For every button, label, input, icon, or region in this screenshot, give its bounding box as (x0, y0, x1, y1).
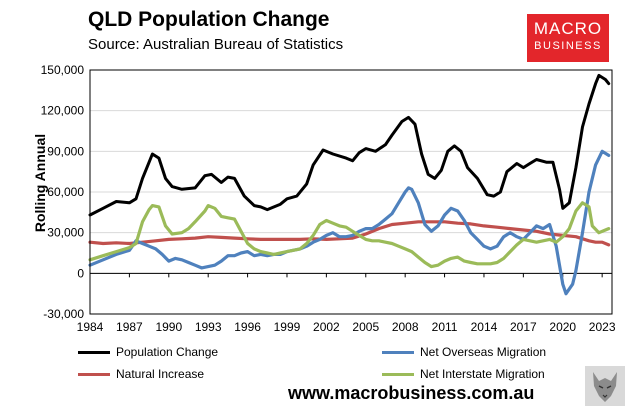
y-tick-label: 90,000 (47, 144, 84, 158)
legend-swatch-natural-increase (78, 372, 110, 376)
legend-label: Net Overseas Migration (420, 345, 547, 359)
plot-frame (89, 69, 613, 315)
legend-label: Natural Increase (116, 367, 205, 381)
website-url: www.macrobusiness.com.au (288, 383, 535, 403)
gridlines (90, 69, 612, 315)
x-tick-label: 2002 (313, 320, 340, 334)
logo-line-1: MACRO (533, 19, 603, 38)
legend-item-net-interstate-migration: Net Interstate Migration (382, 367, 545, 381)
x-tick-label: 1999 (274, 320, 301, 334)
x-tick-label: 2020 (549, 320, 576, 334)
legend-item-population-change: Population Change (78, 345, 218, 359)
x-tick-label: 2023 (589, 320, 616, 334)
x-axis-ticks: 1984 1987 1990 1993 1996 1999 2002 2005 2008 2011… (77, 273, 616, 334)
legend-label: Population Change (116, 345, 219, 359)
legend-item-natural-increase: Natural Increase (78, 367, 204, 381)
logo-line-2: BUSINESS (534, 40, 602, 52)
y-tick-label: 60,000 (47, 185, 84, 199)
y-tick-label: 150,000 (41, 63, 85, 77)
legend-swatch-population-change (78, 350, 110, 354)
x-tick-label: 1990 (155, 320, 182, 334)
legend-swatch-net-interstate-migration (382, 372, 414, 376)
series-line-population-change (88, 73, 611, 217)
y-axis-ticks: -30,000 0 30,000 60,000 90,000 120,000 150,000 (41, 63, 85, 321)
series-line-net-overseas-migration (88, 149, 611, 296)
y-tick-label: 0 (77, 266, 84, 280)
macrobusiness-logo: MACRO BUSINESS (527, 14, 609, 62)
y-tick-label: 120,000 (41, 104, 85, 118)
x-tick-label: 2005 (352, 320, 379, 334)
legend-label: Net Interstate Migration (420, 367, 545, 381)
x-tick-label: 1984 (77, 320, 104, 334)
y-tick-label: 30,000 (47, 226, 84, 240)
x-tick-label: 1993 (195, 320, 222, 334)
x-tick-label: 2017 (510, 320, 537, 334)
legend-item-net-overseas-migration: Net Overseas Migration (382, 345, 546, 359)
x-tick-label: 1987 (116, 320, 143, 334)
y-tick-label: -30,000 (43, 307, 84, 321)
x-tick-label: 2011 (432, 320, 458, 334)
legend-swatch-net-overseas-migration (382, 350, 414, 354)
wolf-logo-icon (585, 366, 625, 406)
chart-title: QLD Population Change (88, 8, 330, 31)
series-line-net-interstate-migration (88, 201, 611, 269)
series-lines (88, 73, 611, 296)
x-tick-label: 1996 (234, 320, 261, 334)
x-tick-label: 2014 (471, 320, 498, 334)
chart-subtitle: Source: Australian Bureau of Statistics (88, 36, 344, 53)
x-tick-label: 2008 (392, 320, 419, 334)
